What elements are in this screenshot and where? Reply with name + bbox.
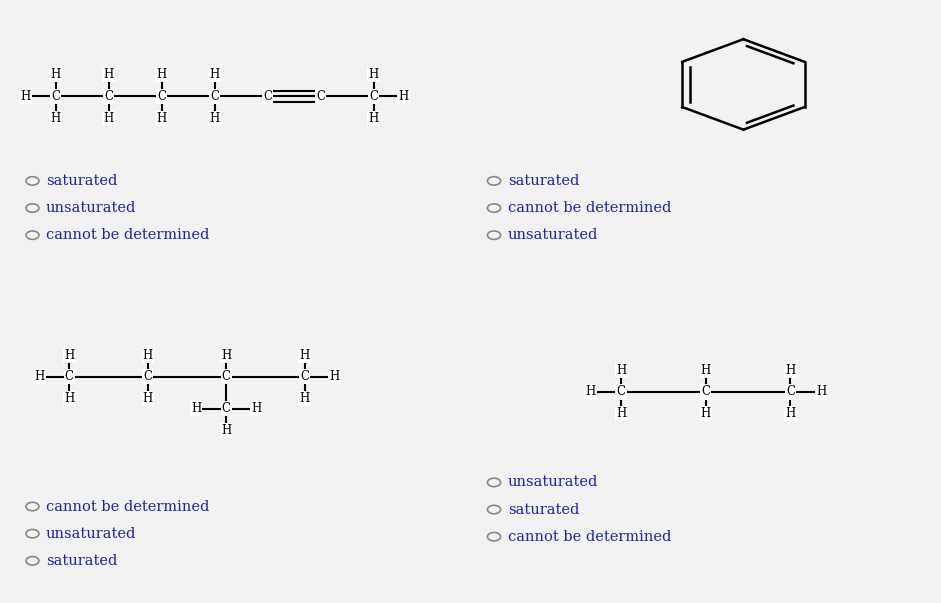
Text: C: C: [616, 385, 626, 399]
Text: H: H: [210, 68, 219, 81]
Text: H: H: [369, 112, 379, 125]
Text: C: C: [701, 385, 710, 399]
Text: C: C: [104, 90, 113, 103]
Text: cannot be determined: cannot be determined: [46, 228, 209, 242]
Text: H: H: [399, 90, 408, 103]
Text: unsaturated: unsaturated: [46, 201, 136, 215]
Text: unsaturated: unsaturated: [46, 526, 136, 541]
Text: C: C: [222, 370, 231, 384]
Text: saturated: saturated: [46, 554, 118, 568]
Text: H: H: [616, 364, 626, 377]
Text: cannot be determined: cannot be determined: [46, 499, 209, 514]
Text: H: H: [21, 90, 31, 103]
Text: H: H: [156, 112, 167, 125]
Text: H: H: [104, 68, 114, 81]
Text: H: H: [786, 364, 795, 377]
Text: H: H: [786, 407, 795, 420]
Text: H: H: [104, 112, 114, 125]
Text: C: C: [300, 370, 309, 384]
Text: H: H: [329, 370, 340, 384]
Text: cannot be determined: cannot be determined: [508, 201, 671, 215]
Text: H: H: [221, 424, 231, 437]
Text: unsaturated: unsaturated: [508, 475, 598, 490]
Text: unsaturated: unsaturated: [508, 228, 598, 242]
Text: H: H: [143, 349, 152, 362]
Text: H: H: [64, 349, 74, 362]
Text: H: H: [585, 385, 596, 399]
Text: C: C: [786, 385, 795, 399]
Text: H: H: [51, 112, 60, 125]
Text: H: H: [64, 392, 74, 405]
Text: C: C: [222, 402, 231, 415]
Text: H: H: [191, 402, 201, 415]
Text: H: H: [51, 68, 60, 81]
Text: H: H: [143, 392, 152, 405]
Text: C: C: [316, 90, 326, 103]
Text: C: C: [65, 370, 73, 384]
Text: C: C: [51, 90, 60, 103]
Text: C: C: [210, 90, 219, 103]
Text: C: C: [143, 370, 152, 384]
Text: H: H: [816, 385, 826, 399]
Text: H: H: [369, 68, 379, 81]
Text: H: H: [221, 349, 231, 362]
Text: H: H: [701, 407, 710, 420]
Text: H: H: [299, 392, 310, 405]
Text: saturated: saturated: [508, 502, 579, 517]
Text: H: H: [616, 407, 626, 420]
Text: H: H: [701, 364, 710, 377]
Text: H: H: [34, 370, 44, 384]
Text: C: C: [369, 90, 378, 103]
Text: C: C: [263, 90, 272, 103]
Text: H: H: [251, 402, 262, 415]
Text: H: H: [299, 349, 310, 362]
Text: saturated: saturated: [46, 174, 118, 188]
Text: C: C: [157, 90, 166, 103]
Text: cannot be determined: cannot be determined: [508, 529, 671, 544]
Text: H: H: [210, 112, 219, 125]
Text: H: H: [156, 68, 167, 81]
Text: saturated: saturated: [508, 174, 579, 188]
